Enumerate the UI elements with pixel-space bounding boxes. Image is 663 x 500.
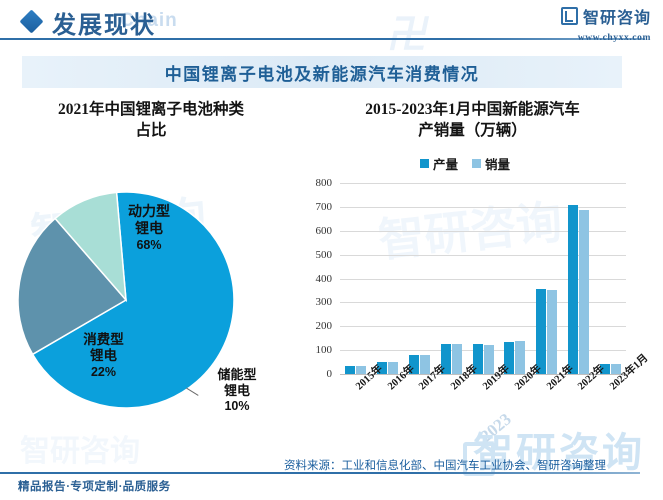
legend-label-1: 销量 (485, 158, 511, 172)
pie-label-power: 动力型 锂电 68% (94, 204, 204, 253)
bar-title-line1: 2015-2023年1月中国新能源汽车 (365, 101, 580, 118)
pie-label-storage-line1: 储能型 (217, 367, 257, 382)
brand-name: 智研咨询 (582, 10, 651, 27)
pie-title-line2: 占比 (135, 121, 167, 139)
bar-销量-2017年[interactable] (419, 355, 430, 374)
y-tick-800: 800 (315, 177, 333, 189)
bar-plot-area: 800 700 600 500 400 300 200 100 0 (316, 178, 626, 380)
bar-产量-2018年[interactable] (440, 343, 451, 374)
bar-group-3 (435, 183, 467, 374)
gridline-300 (340, 302, 626, 304)
bar-group-8 (594, 183, 626, 374)
legend-swatch-1 (472, 159, 481, 168)
bar-销量-2021年[interactable] (547, 289, 558, 374)
gridline-400 (340, 278, 626, 280)
footer-tagline: 精品报告·专项定制·品质服务 (18, 481, 171, 493)
gridline-600 (340, 230, 626, 232)
bar-销量-2016年[interactable] (388, 361, 399, 374)
bar-group-0 (340, 183, 372, 374)
bar-series-container (340, 183, 626, 374)
brand-logo[interactable]: 智研咨询 www.chyxx.com (560, 4, 651, 43)
pie-chart: 动力型 锂电 68% 消费型 锂电 22% 储能型 锂电 10% (8, 172, 293, 442)
pie-label-consume-line1: 消费型 (83, 332, 124, 347)
legend-item-1[interactable]: 销量 (472, 154, 510, 173)
y-tick-200: 200 (315, 320, 333, 333)
diamond-icon (19, 9, 44, 34)
gridline-700 (340, 206, 626, 208)
gridline-200 (340, 326, 626, 328)
bar-x-axis: 2015年 2016年 2017年 2018年 2019年 2020年 2021年 2022年… (340, 353, 651, 438)
pie-slice-1[interactable] (17, 217, 128, 356)
bar-产量-2017年[interactable] (408, 355, 419, 374)
gridline-100 (340, 350, 626, 352)
bar-chart-legend: 产量 销量 (300, 154, 630, 173)
bar-销量-2020年[interactable] (515, 341, 526, 374)
pie-label-power-line1: 动力型 (128, 205, 170, 220)
pie-chart-title: 2021年中国锂离子电池种类 占比 (6, 100, 296, 142)
bar-产量-2019年[interactable] (472, 344, 483, 374)
pie-slice-0[interactable] (31, 191, 235, 409)
bar-销量-2019年[interactable] (483, 345, 494, 374)
bar-产量-2022年[interactable] (567, 205, 578, 374)
brand-url: www.chyxx.com (577, 33, 651, 43)
watermark-logo-mark (463, 442, 495, 476)
gridline-800 (340, 183, 626, 184)
bar-group-4 (467, 183, 499, 374)
pie-label-power-line2: 锂电 (135, 222, 163, 238)
pie-label-consume-line2: 锂电 (90, 348, 117, 364)
bar-销量-2023年1月[interactable] (610, 364, 621, 374)
chart-banner: 中国锂离子电池及新能源汽车消费情况 (22, 56, 622, 88)
bar-group-5 (499, 183, 531, 374)
bar-产量-2015年[interactable] (345, 365, 356, 374)
y-tick-600: 600 (315, 224, 333, 237)
header-divider (0, 38, 645, 40)
bar-group-6 (531, 183, 563, 374)
bar-chart-title: 2015-2023年1月中国新能源汽车 产销量（万辆） (300, 100, 645, 142)
bar-chart: 产量 销量 800 700 600 500 400 300 200 100 0 2015年 2016… (300, 150, 651, 450)
brand-logo-icon (560, 7, 578, 25)
bar-title-line2: 产销量（万辆） (418, 121, 527, 139)
bar-销量-2015年[interactable] (356, 366, 367, 374)
page-header: 发展现状 智研咨询 www.chyxx.com (0, 0, 663, 46)
bar-baseline-axis (340, 374, 626, 375)
bar-销量-2018年[interactable] (451, 343, 462, 374)
pie-slice-2[interactable] (54, 191, 127, 303)
bar-group-1 (372, 183, 404, 374)
legend-label-0: 产量 (432, 158, 458, 172)
pie-value-power: 68% (136, 238, 162, 253)
bar-产量-2021年[interactable] (536, 289, 547, 374)
pie-value-consume: 22% (90, 364, 117, 379)
source-note: 资料来源：工业和信息化部、中国汽车工业协会、智研咨询整理 (284, 460, 606, 472)
y-tick-300: 300 (315, 296, 333, 309)
y-tick-400: 400 (315, 272, 333, 285)
y-tick-500: 500 (315, 248, 333, 261)
page-title: 发展现状 (52, 13, 156, 39)
gridline-500 (340, 254, 626, 256)
y-tick-0: 0 (326, 368, 333, 380)
pie-label-consume: 消费型 锂电 22% (56, 332, 151, 380)
bar-group-2 (404, 183, 436, 374)
y-tick-100: 100 (315, 344, 333, 357)
pie-title-line1: 2021年中国锂离子电池种类 (57, 101, 244, 118)
pie-slices (17, 191, 235, 409)
legend-item-0[interactable]: 产量 (419, 154, 458, 173)
y-tick-700: 700 (315, 200, 333, 213)
pie-value-storage: 10% (224, 398, 250, 413)
banner-title: 中国锂离子电池及新能源汽车消费情况 (164, 64, 480, 84)
bar-group-7 (562, 183, 594, 374)
pie-label-storage-line2: 锂电 (223, 382, 250, 398)
pie-label-storage: 储能型 锂电 10% (198, 367, 276, 414)
pie-svg (17, 191, 235, 409)
bar-产量-2023年1月[interactable] (599, 363, 610, 374)
bar-销量-2022年[interactable] (578, 209, 589, 374)
bar-产量-2016年[interactable] (377, 361, 388, 374)
bar-产量-2020年[interactable] (504, 341, 515, 374)
legend-swatch-0 (419, 159, 429, 168)
footer-divider (0, 472, 640, 474)
